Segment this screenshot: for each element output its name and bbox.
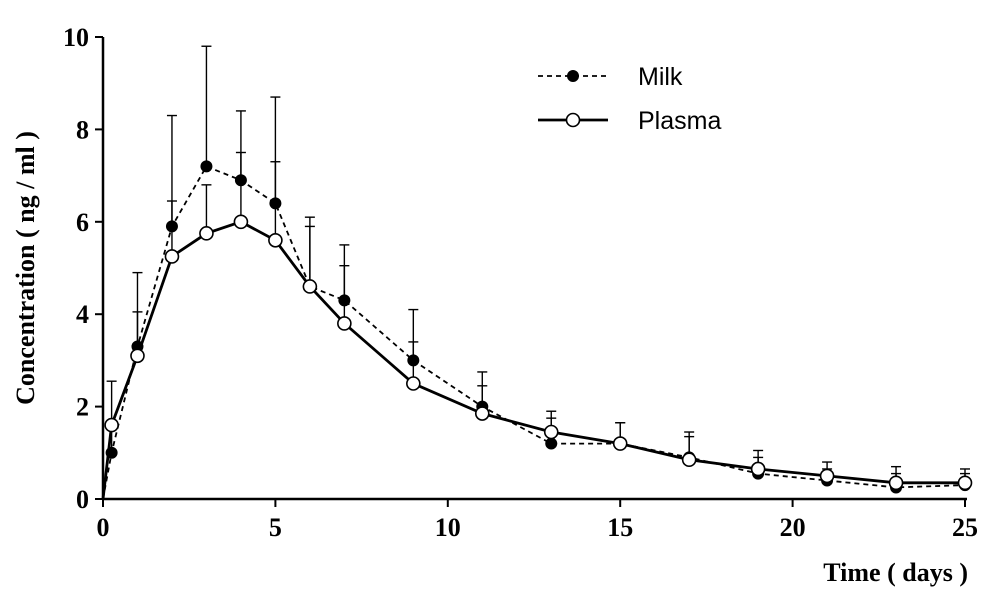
legend-label-plasma: Plasma xyxy=(638,107,721,135)
axes: 0 5 10 15 20 25 0 2 4 6 8 10 xyxy=(63,23,978,542)
data-point-plasma xyxy=(957,475,973,491)
data-point-plasma xyxy=(750,461,766,477)
data-point-plasma xyxy=(302,279,318,294)
x-tick-label: 10 xyxy=(435,513,461,542)
y-tick-label: 8 xyxy=(76,115,89,144)
legend: Milk Plasma xyxy=(538,63,721,135)
series-milk xyxy=(102,45,971,500)
legend-marker-plasma xyxy=(565,112,581,128)
data-point-plasma xyxy=(888,475,904,491)
data-point-plasma xyxy=(337,316,352,331)
y-axis-title: Concentration ( ng / ml ) xyxy=(11,131,40,405)
data-point-plasma xyxy=(406,376,421,391)
x-tick-label: 20 xyxy=(780,513,806,542)
data-point-plasma xyxy=(233,214,249,230)
data-point-plasma xyxy=(104,417,119,433)
data-point-milk xyxy=(545,437,558,450)
data-point-plasma xyxy=(199,226,214,241)
y-tick-label: 6 xyxy=(76,208,89,237)
series-line-milk xyxy=(102,165,966,500)
y-tick-label: 10 xyxy=(63,23,89,52)
x-tick-label: 5 xyxy=(269,513,282,542)
x-tick-label: 0 xyxy=(97,513,110,542)
y-tick-label: 0 xyxy=(76,485,89,514)
y-tick-label: 4 xyxy=(76,300,89,329)
data-point-plasma xyxy=(612,436,628,451)
series-plasma xyxy=(101,151,973,500)
data-point-plasma xyxy=(681,452,697,468)
data-point-plasma xyxy=(268,232,283,248)
data-point-plasma xyxy=(819,468,835,484)
legend-marker-milk xyxy=(567,70,579,82)
x-tick-label: 25 xyxy=(952,513,978,542)
series-line-plasma xyxy=(101,220,965,500)
data-point-plasma xyxy=(130,348,145,364)
data-point-plasma xyxy=(543,424,559,440)
legend-label-milk: Milk xyxy=(638,63,683,91)
x-tick-label: 15 xyxy=(607,513,633,542)
y-tick-label: 2 xyxy=(76,393,89,422)
data-point-milk xyxy=(200,160,213,173)
data-point-plasma xyxy=(164,249,180,264)
data-point-plasma xyxy=(474,406,490,421)
x-axis-title: Time ( days ) xyxy=(823,558,968,587)
plot-area xyxy=(101,45,973,500)
